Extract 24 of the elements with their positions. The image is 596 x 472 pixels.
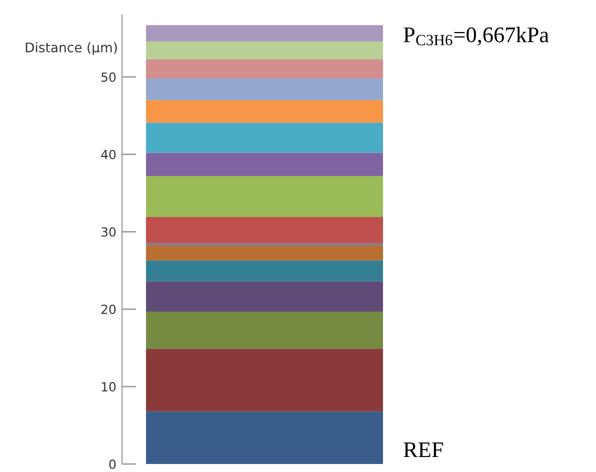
y-tick-label: 40: [101, 150, 116, 160]
bar: [146, 411, 383, 464]
y-tick-label: 20: [101, 304, 116, 314]
text: P$_{C3H6}$=0,667kPa: [404, 26, 549, 46]
bar: [146, 348, 383, 412]
bar: [146, 122, 383, 153]
y-tick-label: 10: [102, 382, 116, 392]
y-tick-label: 0: [109, 459, 116, 469]
y-axis-title: Distance (µm): [26, 42, 117, 55]
bar: [146, 311, 383, 349]
bar: [146, 281, 383, 312]
bar: [146, 59, 383, 78]
bar: [146, 244, 383, 260]
bar: [146, 25, 383, 42]
y-tick-label: 30: [101, 227, 116, 237]
bar: [146, 176, 383, 218]
text: REF: [404, 442, 443, 458]
bar: [146, 217, 383, 244]
bar: [146, 260, 383, 282]
bar: [146, 78, 383, 100]
bar: [146, 41, 383, 60]
bar: [146, 152, 383, 176]
y-tick-label: 50: [102, 72, 116, 82]
bar: [146, 100, 383, 123]
